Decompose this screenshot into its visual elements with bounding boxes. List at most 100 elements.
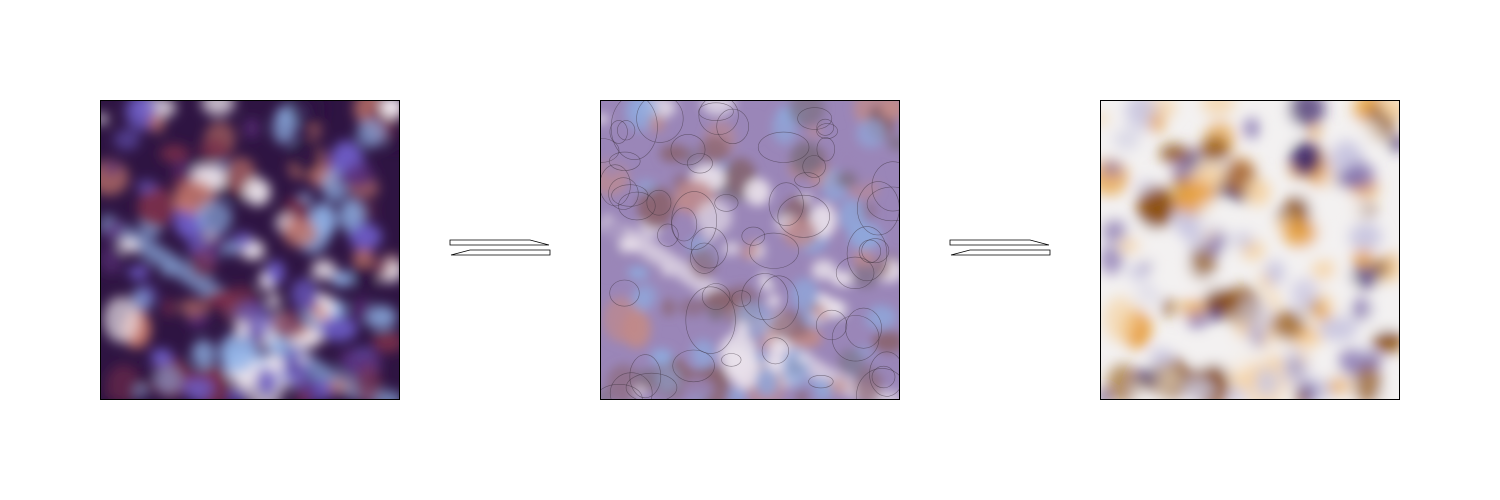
field-blob [134, 384, 147, 398]
field-blob [798, 328, 811, 337]
contour-line [869, 351, 899, 397]
field-blob [1387, 136, 1399, 151]
field-blob [227, 387, 248, 399]
field-blob [1101, 219, 1127, 242]
field-blob [282, 218, 318, 248]
field-blob [234, 320, 249, 339]
field-blob [101, 114, 109, 124]
field-blob [797, 353, 811, 364]
field-blob [101, 161, 122, 176]
contour-line [609, 120, 628, 144]
field-blob [718, 332, 757, 373]
field-blob [689, 247, 717, 280]
field-blob [1350, 297, 1373, 321]
contour-line [714, 194, 739, 212]
field-blob [311, 259, 337, 280]
field-blob [848, 223, 882, 251]
field-blob [619, 239, 640, 253]
field-blob [601, 114, 609, 124]
field-blob [1196, 200, 1233, 235]
field-blob [189, 247, 217, 280]
field-blob [1113, 128, 1140, 151]
field-blob [1160, 265, 1174, 277]
field-blob [734, 320, 749, 339]
reverse-harpoon-icon [450, 249, 551, 256]
field-blob [880, 101, 899, 119]
field-blob [679, 298, 707, 317]
field-blob [1154, 365, 1182, 395]
contour-line [601, 164, 631, 207]
contour-line [698, 101, 739, 135]
field-blob [661, 298, 676, 317]
contour-line [835, 256, 875, 289]
field-blob [318, 316, 358, 342]
contour-line [856, 368, 899, 399]
field-blob [364, 305, 397, 330]
field-blob [218, 332, 257, 373]
field-blob [1265, 260, 1285, 286]
contour-line [758, 275, 800, 330]
field-blob [696, 200, 733, 235]
contour-line [685, 286, 736, 354]
field-blob [265, 260, 285, 286]
field-blob [811, 259, 837, 280]
contour-line [777, 194, 830, 238]
field-blob [1318, 316, 1358, 342]
field-blob [337, 348, 364, 375]
field-blob [1311, 259, 1337, 280]
field-blob [1364, 305, 1397, 330]
field-blob [356, 118, 386, 148]
field-blob [353, 365, 382, 399]
field-blob [137, 186, 175, 229]
field-blob [1327, 377, 1350, 395]
field-blob [659, 144, 689, 163]
field-blob [201, 101, 235, 116]
field-blob [295, 389, 309, 399]
noise-field-panel-dark [100, 100, 400, 400]
field-blob [267, 294, 281, 307]
field-blob [1295, 389, 1309, 399]
field-blob [1203, 230, 1216, 242]
field-blob [372, 330, 399, 353]
field-blob [744, 118, 760, 139]
field-blob [1350, 264, 1380, 289]
contour-line [816, 123, 838, 139]
field-blob [681, 377, 714, 398]
field-blob [255, 367, 279, 397]
field-blob [335, 171, 358, 188]
field-blob [150, 348, 173, 366]
contour-line [802, 155, 826, 178]
field-blob [1135, 368, 1162, 387]
field-blob [699, 136, 730, 164]
contour-line [670, 134, 706, 166]
contour-line [757, 131, 810, 163]
field-blob [782, 218, 818, 248]
contour-line [721, 353, 742, 367]
field-blob [179, 298, 207, 317]
equilibrium-arrow-2 [949, 239, 1051, 256]
contour-line [608, 177, 639, 210]
field-blob [887, 136, 899, 151]
field-blob [1380, 101, 1399, 119]
field-blob [160, 265, 174, 277]
contour-line [601, 384, 643, 399]
field-blob [1140, 261, 1153, 271]
field-blob [288, 101, 325, 127]
field-blob [1348, 223, 1382, 251]
field-blob [771, 309, 806, 341]
field-blob [113, 128, 140, 151]
field-blob [130, 101, 159, 119]
equilibrium-arrow-1 [449, 239, 551, 256]
field-blob [1221, 242, 1240, 256]
field-blob [1353, 365, 1382, 399]
field-blob [1159, 144, 1189, 163]
field-blob [856, 118, 886, 148]
field-blob [313, 305, 329, 321]
field-blob [790, 278, 819, 310]
field-blob [199, 136, 230, 164]
field-blob [850, 264, 880, 289]
contour-line [618, 191, 656, 221]
contour-line [831, 315, 880, 362]
field-blob [327, 377, 350, 395]
field-blob [1161, 298, 1176, 317]
